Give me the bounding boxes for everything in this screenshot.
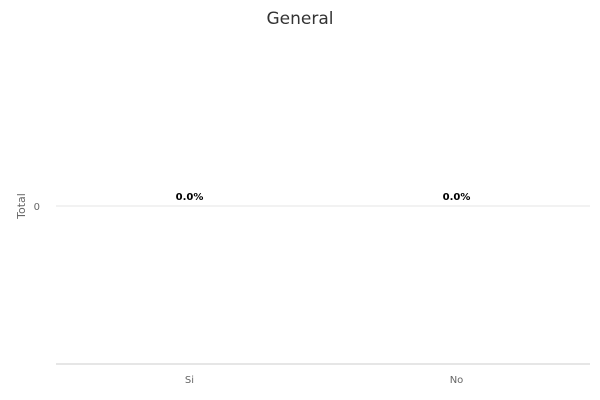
y-tick-layer: 0 [34, 202, 40, 213]
y-axis-label: Total [15, 193, 28, 220]
x-tick-label-si: Si [185, 375, 194, 386]
y-tick-label-0: 0 [34, 202, 40, 213]
x-tick-label-no: No [450, 375, 464, 386]
data-label-si: 0.0% [176, 192, 204, 203]
data-label-layer: 0.0% 0.0% [176, 192, 471, 203]
x-tick-layer: Si No [185, 375, 463, 386]
chart-title: General [267, 9, 334, 29]
data-label-no: 0.0% [443, 192, 471, 203]
